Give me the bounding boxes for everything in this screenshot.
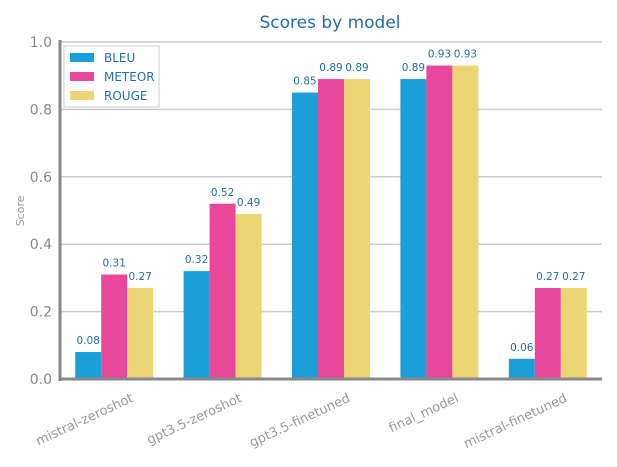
data-label: 0.27 xyxy=(536,271,559,283)
y-tick-labels: 0.0 0.2 0.4 0.6 0.8 1.0 xyxy=(30,35,52,388)
data-label: 0.89 xyxy=(402,62,425,74)
legend-label: BLEU xyxy=(104,51,135,65)
y-tick-label: 0.4 xyxy=(30,237,52,253)
legend-swatch xyxy=(70,91,94,100)
bars xyxy=(75,65,587,380)
data-label: 0.89 xyxy=(319,62,342,74)
bar xyxy=(292,92,318,380)
legend-swatch xyxy=(70,72,94,81)
y-tick-label: 0.8 xyxy=(30,102,52,118)
bar xyxy=(400,79,427,379)
data-label: 0.52 xyxy=(211,187,234,199)
data-label: 0.89 xyxy=(345,62,368,74)
data-label: 0.85 xyxy=(293,76,316,88)
bar xyxy=(508,358,535,379)
x-tick-label: final_model xyxy=(387,391,461,436)
data-labels: 0.080.310.270.320.520.490.850.89 0.89 0.89… xyxy=(77,49,586,354)
chart-title: Scores by model xyxy=(259,13,400,33)
data-label: 0.49 xyxy=(237,197,260,209)
data-label: 0.32 xyxy=(185,254,208,266)
data-label: 0.93 xyxy=(454,49,477,61)
data-label: 0.06 xyxy=(510,342,534,354)
legend: BLEU METEOR ROUGE xyxy=(63,45,160,108)
bar xyxy=(75,352,102,379)
data-label: 0.93 xyxy=(428,49,451,61)
bar xyxy=(183,271,210,379)
bar xyxy=(534,288,561,379)
bar xyxy=(127,288,154,379)
data-label: 0.31 xyxy=(103,258,126,270)
legend-swatch xyxy=(70,53,94,62)
y-tick-label: 0.0 xyxy=(30,372,52,388)
x-tick-label: mistral-finetuned xyxy=(462,391,570,452)
data-label: 0.27 xyxy=(562,271,585,283)
x-tick-labels: mistral-zeroshot gpt3.5-zeroshot gpt3.5-fi… xyxy=(34,391,570,452)
legend-label: METEOR xyxy=(104,70,155,84)
bar xyxy=(209,203,236,379)
y-tick-label: 1.0 xyxy=(30,35,52,51)
bar xyxy=(101,274,128,379)
axes xyxy=(58,40,602,381)
legend-label: ROUGE xyxy=(104,89,147,103)
bar xyxy=(560,288,587,379)
y-axis-label: Score xyxy=(14,195,27,226)
x-tick-label: gpt3.5-finetuned xyxy=(247,391,352,451)
x-tick-label: mistral-zeroshot xyxy=(34,391,136,449)
bar xyxy=(344,79,370,379)
data-label: 0.27 xyxy=(129,271,152,283)
y-tick-label: 0.6 xyxy=(30,170,52,186)
y-tick-label: 0.2 xyxy=(30,305,52,321)
bar xyxy=(452,65,479,379)
bar xyxy=(235,213,262,379)
x-tick-label: gpt3.5-zeroshot xyxy=(145,391,245,448)
bar xyxy=(318,79,344,379)
data-label: 0.08 xyxy=(77,335,100,347)
bar xyxy=(426,65,453,379)
